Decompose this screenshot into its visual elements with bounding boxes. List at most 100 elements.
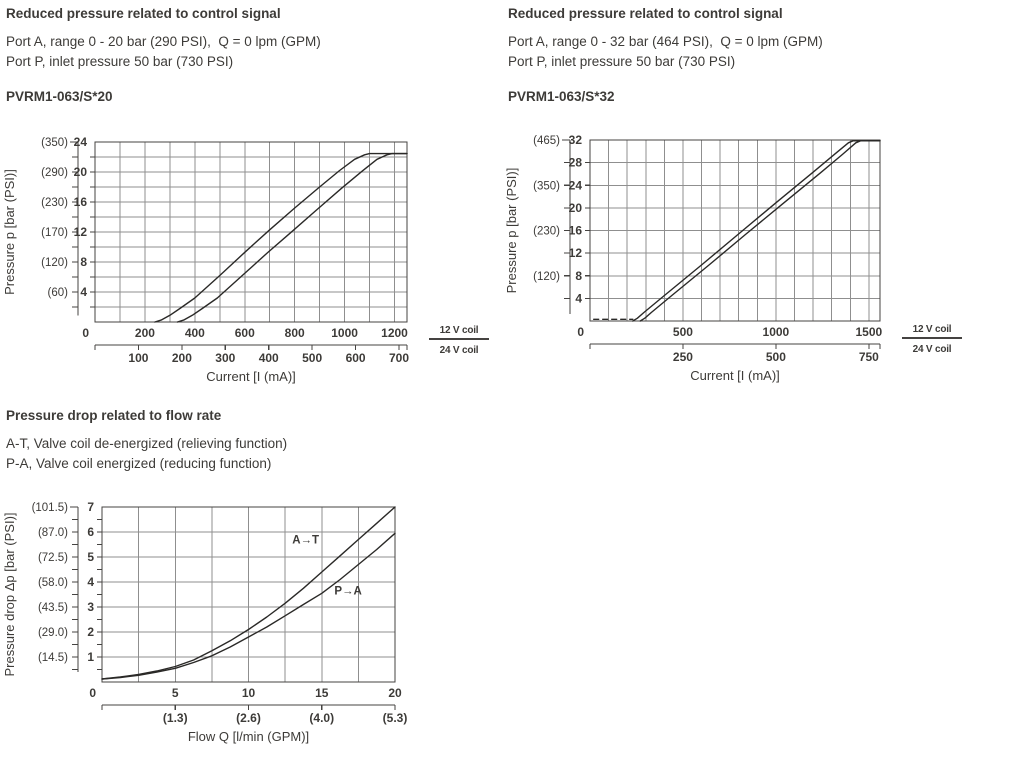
y-axis-labels: 24 20 16 12 8 4 (350) (290) (230) (170) (120) (60): [41, 135, 87, 299]
curve-pressure-rise-upper: [154, 152, 408, 323]
x-tick-label-zero: 0: [82, 326, 89, 340]
x-tick-label-primary: 5: [172, 686, 179, 700]
x-tick-label-secondary: (2.6): [236, 711, 261, 725]
y-tick-label-psi: (350): [41, 137, 68, 149]
legend-12v-coil: 12 V coil: [913, 324, 952, 335]
section-header-bottom: Pressure drop related to flow rate A-T, …: [6, 408, 287, 474]
axis-ticks: [70, 141, 95, 316]
y-tick-label-bar: 8: [80, 255, 87, 269]
y-axis-title: Pressure p [bar (PSI)]: [504, 168, 519, 294]
curve-label-A-T-relieving: A→T: [292, 534, 319, 546]
y-tick-label-bar: 12: [569, 246, 583, 260]
x-tick-label-secondary: (5.3): [383, 711, 408, 725]
x-tick-label-primary: 1200: [381, 326, 408, 340]
y-tick-label-bar: 5: [87, 550, 94, 564]
y-tick-label-psi: (120): [41, 257, 68, 269]
condition-line: Port A, range 0 - 20 bar (290 PSI), Q = …: [6, 34, 321, 49]
y-tick-label-psi: (101.5): [32, 502, 69, 514]
x-tick-label-secondary: 500: [766, 350, 786, 364]
x-tick-label-secondary: 250: [673, 350, 693, 364]
y-tick-label-psi: (29.0): [38, 627, 68, 639]
x-tick-label-primary: 400: [185, 326, 205, 340]
y-tick-label-bar: 4: [575, 291, 582, 305]
model-code: PVRM1-063/S*20: [6, 89, 113, 104]
x-secondary-ruler: [94, 344, 408, 350]
section-title: Reduced pressure related to control sign…: [508, 6, 783, 21]
condition-line: P-A, Valve coil energized (reducing func…: [6, 456, 272, 471]
y-axis-title: Pressure p [bar (PSI)]: [2, 169, 17, 295]
y-tick-label-bar: 3: [87, 600, 94, 614]
y-tick-label-bar: 24: [74, 135, 88, 149]
y-tick-label-psi: (120): [533, 271, 560, 283]
x-tick-label-zero: 0: [577, 325, 584, 339]
y-tick-label-psi: (72.5): [38, 552, 68, 564]
y-tick-label-psi: (43.5): [38, 602, 68, 614]
x-tick-label-primary: 600: [235, 326, 255, 340]
section-title: Pressure drop related to flow rate: [6, 408, 222, 423]
y-tick-label-bar: 4: [80, 285, 87, 299]
curve-pressure-rise-lower: [176, 152, 408, 323]
x-tick-label-primary: 20: [388, 686, 402, 700]
x-secondary-ruler: [101, 704, 396, 710]
y-tick-label-bar: 8: [575, 269, 582, 283]
x-tick-label-secondary: 300: [215, 351, 235, 365]
grid: [590, 140, 880, 321]
section-header-top-right: Reduced pressure related to control sign…: [508, 6, 823, 104]
coil-legend: 12 V coil 24 V coil: [902, 324, 962, 355]
x-tick-label-secondary: 500: [302, 351, 322, 365]
condition-line: Port A, range 0 - 32 bar (464 PSI), Q = …: [508, 34, 823, 49]
condition-line: A-T, Valve coil de-energized (relieving …: [6, 436, 288, 451]
x-axis-secondary-labels: 250 500 750: [673, 350, 879, 364]
legend-12v-coil: 12 V coil: [440, 325, 479, 336]
x-tick-label-secondary: 200: [172, 351, 192, 365]
curve-pressure-rise-upper: [632, 140, 881, 322]
y-tick-label-bar: 6: [87, 525, 94, 539]
x-tick-label-secondary: (1.3): [163, 711, 188, 725]
x-tick-label-secondary: 400: [259, 351, 279, 365]
y-tick-label-bar: 16: [74, 195, 88, 209]
chart-dp-flow: 7 6 5 4 3 2 1 (101.5) (87.0) (72.5) (58.0) (43.5) (2…: [2, 500, 407, 744]
condition-line: Port P, inlet pressure 50 bar (730 PSI): [508, 54, 736, 69]
y-axis-title: Pressure drop Δp [bar (PSI)]: [2, 512, 17, 676]
y-tick-label-bar: 7: [87, 500, 94, 514]
y-tick-label-psi: (290): [41, 167, 68, 179]
y-tick-label-psi: (465): [533, 135, 560, 147]
grid: [95, 142, 407, 322]
legend-24v-coil: 24 V coil: [440, 345, 479, 356]
curve-pressure-rise-lower: [639, 140, 881, 322]
curve-label-P-A-reducing: P→A: [334, 586, 361, 598]
x-tick-label-primary: 1500: [855, 325, 882, 339]
x-tick-label-zero: 0: [89, 686, 96, 700]
x-tick-label-secondary: 100: [128, 351, 148, 365]
y-tick-label-psi: (87.0): [38, 527, 68, 539]
axis-ticks: [562, 139, 590, 315]
x-tick-label-secondary: 750: [859, 350, 879, 364]
y-tick-label-bar: 16: [569, 224, 583, 238]
x-tick-label-primary: 1000: [763, 325, 790, 339]
curve-A-T-relieving: [101, 506, 396, 680]
x-tick-label-primary: 800: [285, 326, 305, 340]
y-tick-label-bar: 32: [569, 133, 583, 147]
y-axis-labels: 7 6 5 4 3 2 1 (101.5) (87.0) (72.5) (58.0) (43.5) (2…: [32, 500, 95, 664]
y-tick-label-psi: (60): [48, 287, 69, 299]
curve-P-A-reducing: [101, 532, 396, 680]
x-axis-title: Current [I (mA)]: [690, 368, 780, 383]
x-tick-label-secondary: 700: [389, 351, 409, 365]
x-axis-primary-labels: 0 200 400 600 800 1000 1200: [82, 326, 408, 340]
x-axis-primary-labels: 0 5 10 15 20: [89, 686, 402, 700]
x-tick-label-primary: 500: [673, 325, 693, 339]
y-tick-label-psi: (350): [533, 180, 560, 192]
x-tick-label-primary: 200: [135, 326, 155, 340]
y-tick-label-bar: 1: [87, 650, 94, 664]
chart-pvrm-s20: 24 20 16 12 8 4 (350) (290) (230) (170) (120) (60) P…: [2, 135, 489, 384]
y-tick-label-bar: 2: [87, 625, 94, 639]
x-tick-label-secondary: 600: [346, 351, 366, 365]
y-tick-label-bar: 20: [569, 201, 583, 215]
y-axis-labels: 32 28 24 20 16 12 8 4 (465) (350) (230) (120): [533, 133, 582, 305]
chart-pvrm-s32: 32 28 24 20 16 12 8 4 (465) (350) (230) (120) Pressu…: [504, 133, 962, 383]
x-secondary-ruler: [589, 343, 881, 349]
y-tick-label-bar: 4: [87, 575, 94, 589]
y-tick-label-psi: (58.0): [38, 577, 68, 589]
x-tick-label-secondary: (4.0): [309, 711, 334, 725]
